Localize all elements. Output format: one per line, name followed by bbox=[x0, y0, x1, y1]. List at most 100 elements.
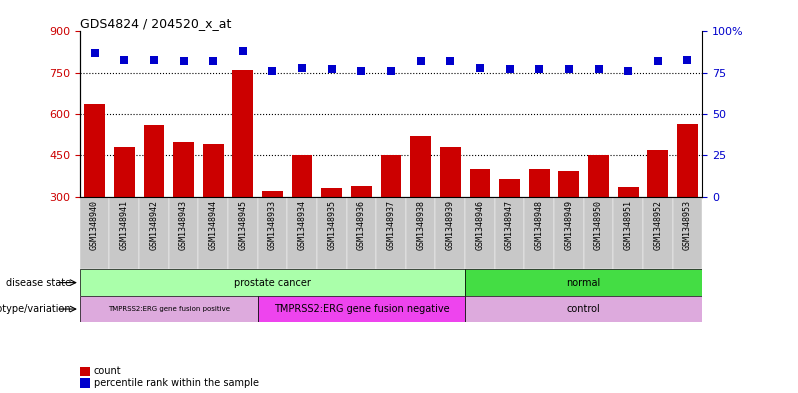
Text: GSM1348940: GSM1348940 bbox=[90, 200, 99, 250]
Bar bbox=[139, 196, 168, 269]
Bar bbox=[80, 378, 89, 388]
Bar bbox=[524, 196, 554, 269]
Bar bbox=[465, 296, 702, 322]
Bar bbox=[80, 367, 89, 376]
Text: GSM1348943: GSM1348943 bbox=[179, 200, 188, 250]
Bar bbox=[614, 196, 643, 269]
Text: disease state: disease state bbox=[6, 277, 71, 288]
Text: count: count bbox=[94, 366, 121, 376]
Text: GSM1348937: GSM1348937 bbox=[386, 200, 396, 250]
Text: control: control bbox=[567, 304, 601, 314]
Text: GSM1348945: GSM1348945 bbox=[239, 200, 247, 250]
Bar bbox=[80, 196, 109, 269]
Bar bbox=[643, 196, 673, 269]
Bar bbox=[80, 269, 465, 296]
Point bbox=[504, 66, 516, 73]
Text: GSM1348935: GSM1348935 bbox=[327, 200, 336, 250]
Bar bbox=[232, 70, 253, 196]
Point bbox=[563, 66, 575, 73]
Point bbox=[177, 58, 190, 64]
Text: genotype/variation: genotype/variation bbox=[0, 304, 71, 314]
Bar bbox=[440, 147, 460, 196]
Text: GDS4824 / 204520_x_at: GDS4824 / 204520_x_at bbox=[80, 17, 231, 30]
Point bbox=[207, 58, 219, 64]
Bar bbox=[168, 196, 199, 269]
Text: GSM1348933: GSM1348933 bbox=[268, 200, 277, 250]
Bar bbox=[346, 196, 376, 269]
Bar bbox=[677, 124, 697, 196]
Text: GSM1348950: GSM1348950 bbox=[594, 200, 603, 250]
Text: GSM1348947: GSM1348947 bbox=[505, 200, 514, 250]
Point bbox=[148, 56, 160, 62]
Point bbox=[592, 66, 605, 73]
Text: prostate cancer: prostate cancer bbox=[234, 277, 311, 288]
Text: GSM1348939: GSM1348939 bbox=[446, 200, 455, 250]
Bar bbox=[109, 196, 139, 269]
Bar bbox=[469, 169, 490, 196]
Point bbox=[89, 50, 101, 56]
Bar bbox=[559, 171, 579, 196]
Text: TMPRSS2:ERG gene fusion negative: TMPRSS2:ERG gene fusion negative bbox=[274, 304, 449, 314]
Text: GSM1348946: GSM1348946 bbox=[476, 200, 484, 250]
Bar bbox=[292, 155, 313, 196]
Bar bbox=[258, 296, 465, 322]
Text: GSM1348953: GSM1348953 bbox=[683, 200, 692, 250]
Point bbox=[355, 68, 368, 74]
Text: GSM1348949: GSM1348949 bbox=[564, 200, 573, 250]
Point bbox=[651, 58, 664, 64]
Bar bbox=[85, 105, 105, 196]
Point bbox=[236, 48, 249, 54]
Bar bbox=[376, 196, 406, 269]
Bar bbox=[80, 296, 258, 322]
Point bbox=[118, 56, 131, 62]
Bar bbox=[406, 196, 436, 269]
Bar bbox=[588, 155, 609, 196]
Bar bbox=[173, 141, 194, 196]
Text: normal: normal bbox=[567, 277, 601, 288]
Text: GSM1348934: GSM1348934 bbox=[298, 200, 306, 250]
Bar bbox=[495, 196, 524, 269]
Point bbox=[473, 64, 486, 71]
Bar bbox=[500, 179, 520, 196]
Bar bbox=[287, 196, 317, 269]
Bar bbox=[199, 196, 228, 269]
Bar bbox=[465, 196, 495, 269]
Text: GSM1348952: GSM1348952 bbox=[654, 200, 662, 250]
Bar bbox=[618, 187, 638, 196]
Point bbox=[681, 56, 693, 62]
Point bbox=[622, 68, 634, 74]
Text: GSM1348944: GSM1348944 bbox=[209, 200, 218, 250]
Bar bbox=[647, 150, 668, 196]
Bar bbox=[465, 269, 702, 296]
Bar bbox=[529, 169, 550, 196]
Text: GSM1348942: GSM1348942 bbox=[149, 200, 158, 250]
Point bbox=[296, 64, 309, 71]
Bar bbox=[258, 196, 287, 269]
Bar bbox=[317, 196, 346, 269]
Bar bbox=[114, 147, 135, 196]
Point bbox=[326, 66, 338, 73]
Bar bbox=[381, 155, 401, 196]
Point bbox=[385, 68, 397, 74]
Bar bbox=[203, 144, 223, 196]
Point bbox=[414, 58, 427, 64]
Point bbox=[533, 66, 546, 73]
Bar bbox=[583, 196, 614, 269]
Text: GSM1348948: GSM1348948 bbox=[535, 200, 543, 250]
Bar bbox=[322, 188, 342, 196]
Text: GSM1348951: GSM1348951 bbox=[624, 200, 633, 250]
Bar bbox=[144, 125, 164, 196]
Bar bbox=[436, 196, 465, 269]
Text: GSM1348941: GSM1348941 bbox=[120, 200, 128, 250]
Text: TMPRSS2:ERG gene fusion positive: TMPRSS2:ERG gene fusion positive bbox=[108, 306, 230, 312]
Text: percentile rank within the sample: percentile rank within the sample bbox=[94, 378, 259, 388]
Text: GSM1348936: GSM1348936 bbox=[357, 200, 365, 250]
Bar bbox=[228, 196, 258, 269]
Bar bbox=[673, 196, 702, 269]
Point bbox=[444, 58, 456, 64]
Bar bbox=[410, 136, 431, 196]
Bar bbox=[554, 196, 583, 269]
Text: GSM1348938: GSM1348938 bbox=[417, 200, 425, 250]
Bar bbox=[351, 185, 372, 196]
Bar bbox=[262, 191, 282, 196]
